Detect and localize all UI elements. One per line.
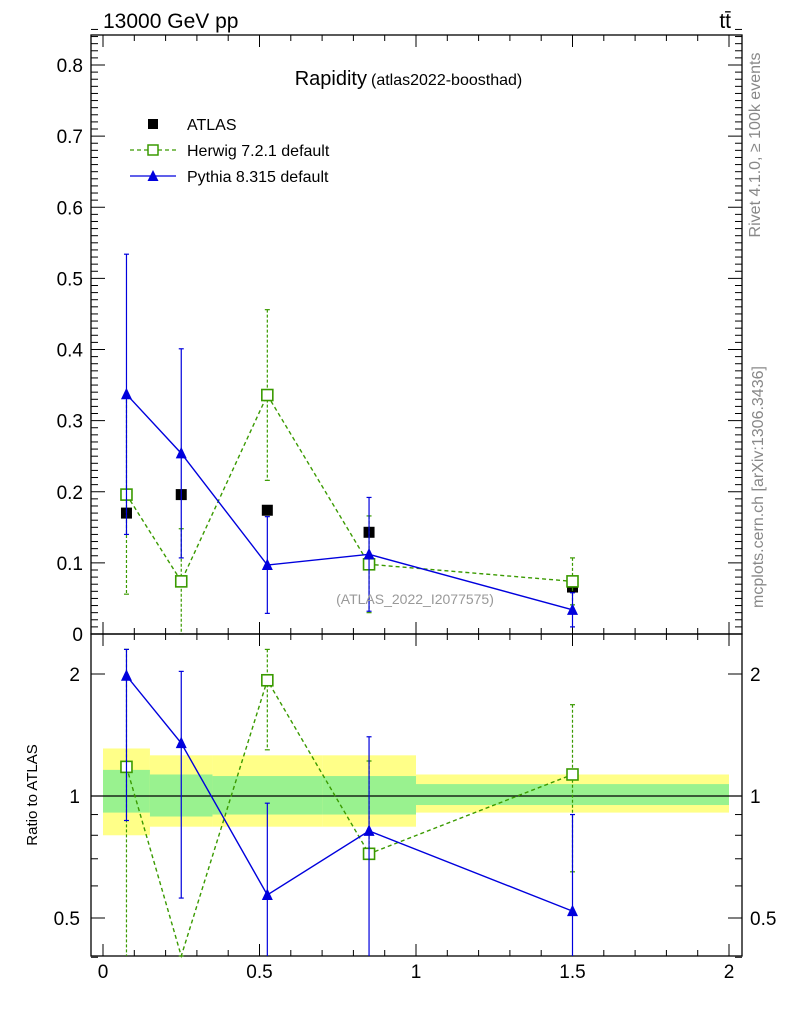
main-point-herwig — [174, 575, 188, 588]
side-label-rivet: Rivet 4.1.0, ≥ 100k events — [747, 53, 764, 238]
legend-atlas-marker — [148, 119, 158, 129]
y-tick-label: 0 — [72, 625, 83, 646]
ratio-y-tick-label-right: 1 — [750, 787, 761, 808]
main-point-pythia — [175, 446, 187, 459]
ratio-point-pythia — [363, 824, 375, 836]
ratio-y-axis-label: Ratio to ATLAS — [24, 744, 41, 845]
ratio-point-herwig — [261, 673, 274, 687]
main-point-herwig — [566, 575, 579, 588]
ratio-point-herwig — [566, 768, 579, 781]
y-tick-label: 0.6 — [57, 198, 83, 219]
legend-pythia-label: Pythia 8.315 default — [187, 169, 329, 186]
main-point-herwig — [261, 388, 274, 402]
y-tick-label: 0.5 — [57, 269, 83, 290]
ratio-point-pythia — [120, 669, 132, 681]
ratio-y-tick-label: 0.5 — [54, 909, 80, 930]
ratio-y-tick-label-right: 0.5 — [750, 909, 776, 930]
ratio-plot-layer: 0 0.5 1 1.5 2 0.5 0.5 1 1 2 2 — [54, 633, 776, 983]
main-point-pythia — [567, 603, 578, 615]
legend-herwig-marker — [147, 144, 159, 156]
x-tick-label: 0.5 — [246, 962, 272, 983]
ratio-y-tick-label: 2 — [69, 665, 80, 686]
y-tick-label: 0.1 — [57, 554, 83, 575]
main-line-herwig — [125, 393, 573, 583]
x-tick-label: 2 — [724, 962, 735, 983]
main-point-pythia — [363, 547, 375, 560]
main-point-pythia — [120, 387, 132, 400]
plot-subtitle: (atlas2022-boosthad) — [371, 72, 522, 89]
ratio-point-pythia — [261, 888, 273, 900]
y-tick-label: 0.7 — [57, 127, 83, 148]
ratio-y-tick-label-right: 2 — [750, 665, 761, 686]
y-tick-label: 0.4 — [57, 341, 84, 362]
y-tick-label: 0.8 — [57, 56, 83, 77]
x-tick-label: 1 — [411, 962, 422, 983]
ratio-point-pythia — [567, 904, 578, 917]
legend: ATLAS Herwig 7.2.1 default Pythia 8.315 … — [130, 117, 330, 186]
header-process: 13000 GeV pp — [103, 10, 238, 33]
ratio-band-inner-4 — [416, 784, 729, 806]
x-tick-label: 1.5 — [559, 962, 585, 983]
y-tick-label: 0.2 — [57, 483, 83, 504]
ratio-point-pythia — [175, 736, 187, 749]
main-point-pythia — [261, 558, 273, 571]
main-line-pythia — [125, 393, 573, 611]
main-plot-layer: 0 0.1 0.2 0.3 0.4 0.5 0.6 0.7 0.8 — [57, 28, 743, 646]
legend-herwig-label: Herwig 7.2.1 default — [187, 143, 330, 160]
ratio-y-tick-label: 1 — [69, 787, 80, 808]
legend-atlas-label: ATLAS — [187, 117, 237, 134]
watermark-analysis-id: (ATLAS_2022_I2077575) — [336, 591, 494, 607]
legend-pythia-marker — [147, 170, 159, 181]
main-point-atlas — [261, 504, 273, 516]
x-tick-label: 0 — [98, 962, 109, 983]
plot-title: Rapidity — [295, 68, 367, 90]
side-label-mcplots: mcplots.cern.ch [arXiv:1306.3436] — [750, 366, 767, 608]
header-final-state: tt̄ — [719, 10, 731, 33]
y-tick-label: 0.3 — [57, 412, 83, 433]
